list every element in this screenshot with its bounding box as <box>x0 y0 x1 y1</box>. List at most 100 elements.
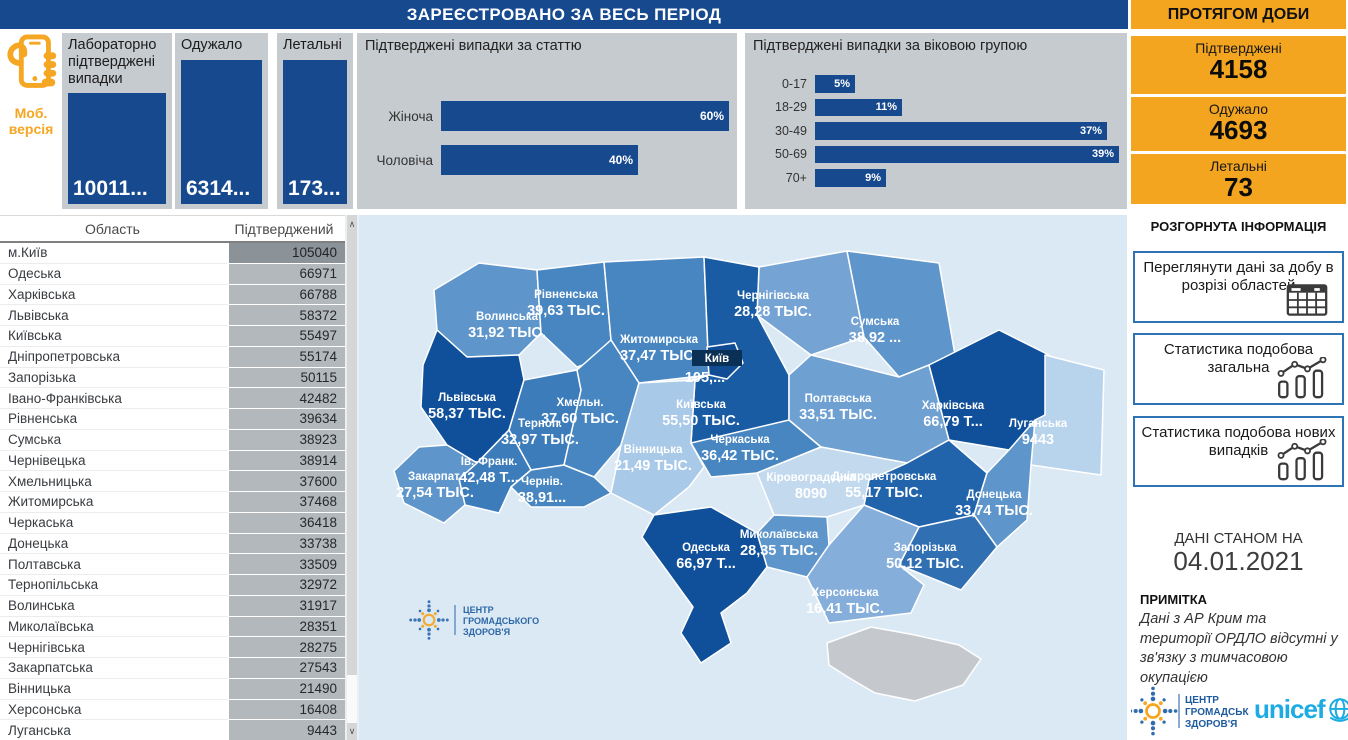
scroll-down-arrow-icon[interactable]: ∨ <box>348 726 356 736</box>
table-row[interactable]: Миколаївська 28351 <box>0 616 345 638</box>
region-name-cell: Тернопільська <box>0 575 227 596</box>
svg-text:39,63 ТЫС.: 39,63 ТЫС. <box>527 303 605 319</box>
table-row[interactable]: Сумська 38923 <box>0 429 345 451</box>
svg-text:Житомирська: Житомирська <box>619 334 699 346</box>
button-hourly-stats-new-cases[interactable]: Статистика подобова нових випадків <box>1133 416 1344 487</box>
table-row[interactable]: Житомирська 37468 <box>0 492 345 513</box>
map-label-chernivtsi: Чернів. 38,91... <box>518 476 566 506</box>
map-region-zakarpattia[interactable] <box>393 444 478 524</box>
region-name-cell: Київська <box>0 326 227 347</box>
svg-text:58,37 ТЫС.: 58,37 ТЫС. <box>428 406 506 422</box>
table-row[interactable]: Донецька 33738 <box>0 533 345 555</box>
table-row[interactable]: Київська 55497 <box>0 326 345 347</box>
map-label-mykolaiv: Миколаївська 28,35 ТЫС. <box>740 529 819 559</box>
bar-18-29[interactable]: 11% <box>815 98 902 116</box>
svg-text:Чернів.: Чернів. <box>521 476 563 488</box>
svg-text:66,79 Т...: 66,79 Т... <box>923 414 983 430</box>
map-region-sumy[interactable] <box>846 250 956 378</box>
map-label-dnipro: Дніпропетровська 55,17 ТЫС. <box>832 471 937 501</box>
map-region-zhytomyr[interactable] <box>603 256 710 384</box>
region-table-body: м.Київ 105040 Одеська 66971 Харківська 66788 Л… <box>0 243 345 740</box>
bar-row: Жіноча 60% <box>365 101 729 131</box>
button-daily-by-region[interactable]: Переглянути дані за добу в розрізі облас… <box>1133 251 1344 323</box>
svg-text:Волинська: Волинська <box>476 311 539 323</box>
kpi-value-box: 10011... <box>68 93 166 204</box>
table-row[interactable]: Харківська 66788 <box>0 284 345 306</box>
region-name-cell: Волинська <box>0 596 227 617</box>
table-row[interactable]: Тернопільська 32972 <box>0 575 345 596</box>
bar-category-label: Жіноча <box>388 108 433 124</box>
bar-0-17[interactable]: 5% <box>815 75 855 93</box>
table-row[interactable]: Запорізька 50115 <box>0 367 345 389</box>
region-name-cell: Запорізька <box>0 368 227 389</box>
scrollbar-thumb[interactable] <box>347 675 357 723</box>
table-row[interactable]: Івано-Франківська 42482 <box>0 388 345 409</box>
daily-card-label: Підтверджені <box>1195 40 1282 56</box>
map-region-khmelnytskyi[interactable] <box>563 339 640 478</box>
mobile-version-link[interactable]: Моб. версія <box>2 34 60 137</box>
map-region-chernivtsi[interactable] <box>510 464 612 508</box>
svg-text:Миколаївська: Миколаївська <box>740 529 819 541</box>
daily-card-value: 4158 <box>1209 54 1268 84</box>
bar-Жіноча[interactable]: 60% <box>441 101 729 131</box>
svg-text:66,97 Т...: 66,97 Т... <box>676 556 736 572</box>
table-row[interactable]: Черкаська 36418 <box>0 512 345 534</box>
daily-card-deaths[interactable]: Летальні 73 <box>1131 154 1346 204</box>
svg-text:28,28 ТЫС.: 28,28 ТЫС. <box>734 304 812 320</box>
button-label: Статистика подобова нових випадків <box>1141 424 1336 459</box>
table-row[interactable]: Одеська 66971 <box>0 263 345 285</box>
bar-value-label: 5% <box>834 77 850 90</box>
region-name-cell: Херсонська <box>0 700 227 721</box>
region-name-cell: Полтавська <box>0 554 227 575</box>
table-row[interactable]: Львівська 58372 <box>0 305 345 326</box>
table-row[interactable]: Херсонська 16408 <box>0 699 345 721</box>
bar-Чоловіча[interactable]: 40% <box>441 145 638 175</box>
region-value-cell: 36418 <box>228 512 345 534</box>
bar-30-49[interactable]: 37% <box>815 122 1107 140</box>
table-row[interactable]: Закарпатська 27543 <box>0 658 345 679</box>
svg-text:33,74 ТЫС.: 33,74 ТЫС. <box>955 503 1033 519</box>
kpi-value: 6314... <box>186 177 251 200</box>
daily-card-confirmed[interactable]: Підтверджені 4158 <box>1131 36 1346 94</box>
bar-50-69[interactable]: 39% <box>815 145 1119 163</box>
bar-value-label: 37% <box>1079 124 1102 137</box>
region-table: Область Підтверджений м.Київ 105040 Одеськ… <box>0 215 345 740</box>
column-header-region[interactable]: Область <box>85 220 140 237</box>
table-row[interactable]: Луганська 9443 <box>0 720 345 740</box>
table-row[interactable]: Чернігівська 28275 <box>0 637 345 658</box>
kpi-card-confirmed-total[interactable]: Лабораторно підтверджені випадки 10011..… <box>62 33 172 209</box>
scrollbar-track[interactable] <box>347 215 357 740</box>
scroll-up-arrow-icon[interactable]: ∧ <box>348 219 356 229</box>
table-row[interactable]: Хмельницька 37600 <box>0 471 345 492</box>
region-value-cell: 105040 <box>228 243 345 264</box>
column-header-confirmed[interactable]: Підтверджений <box>234 220 334 237</box>
map-label-khmelnytskyi: Хмельн. 37,60 ТЫС. <box>541 397 619 427</box>
kpi-value: 173... <box>288 177 341 200</box>
region-value-cell: 42482 <box>228 388 345 409</box>
map-region-vinnytsia[interactable] <box>610 379 705 516</box>
table-row[interactable]: Полтавська 33509 <box>0 554 345 575</box>
table-row[interactable]: Вінницька 21490 <box>0 678 345 700</box>
kpi-card-recovered-total[interactable]: Одужало 6314... <box>175 33 268 209</box>
region-table-header[interactable]: Область Підтверджений <box>0 216 345 243</box>
button-hourly-stats-total[interactable]: Статистика подобова загальна <box>1133 333 1344 405</box>
daily-card-recovered[interactable]: Одужало 4693 <box>1131 97 1346 151</box>
svg-text:Луганська: Луганська <box>1009 418 1068 430</box>
map-region-kherson[interactable] <box>806 504 925 624</box>
kpi-label: Лабораторно підтверджені випадки <box>68 37 157 88</box>
table-row[interactable]: Чернівецька 38914 <box>0 450 345 472</box>
bar-row: 18-29 11% <box>753 98 1119 116</box>
bar-70+[interactable]: 9% <box>815 169 886 187</box>
table-row[interactable]: Рівненська 39634 <box>0 409 345 430</box>
kpi-card-deaths-total[interactable]: Летальні 173... <box>277 33 353 209</box>
table-row[interactable]: м.Київ 105040 <box>0 243 345 264</box>
table-row[interactable]: Дніпропетровська 55174 <box>0 346 345 368</box>
note-text: Дані з АР Крим та території ОРДЛО відсут… <box>1140 611 1338 686</box>
svg-text:37,60 ТЫС.: 37,60 ТЫС. <box>541 411 619 427</box>
map-label-donetsk: Донецька 33,74 ТЫС. <box>955 489 1033 519</box>
map-region-odesa[interactable] <box>641 506 768 664</box>
table-scrollbar[interactable]: ∧ ∨ <box>345 215 359 740</box>
table-row[interactable]: Волинська 31917 <box>0 595 345 617</box>
map-label-chernihiv: Чернігівська 28,28 ТЫС. <box>734 290 812 320</box>
mobile-version-label[interactable]: Моб. версія <box>8 105 54 138</box>
